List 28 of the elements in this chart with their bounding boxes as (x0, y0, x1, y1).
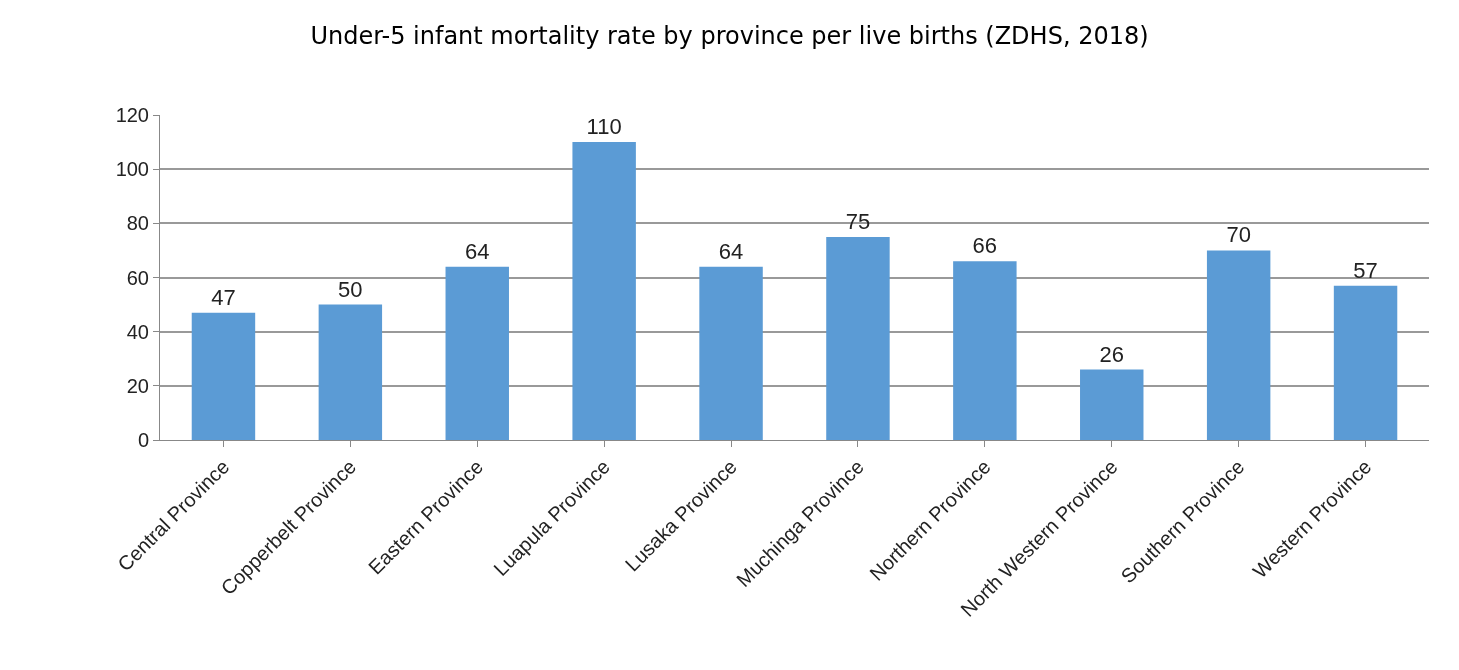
y-tick-label: 40 (126, 320, 149, 343)
y-tick-label: 100 (115, 158, 149, 181)
data-label: 26 (1099, 341, 1124, 367)
data-label: 66 (972, 233, 998, 259)
chart-title: Under-5 infant mortality rate by province per live births (ZDHS, 2018) (310, 21, 1149, 50)
data-label: 64 (465, 238, 490, 264)
bar (1080, 369, 1144, 440)
data-label: 47 (211, 284, 236, 310)
bar (826, 236, 890, 440)
data-label: 110 (586, 114, 622, 140)
bar (445, 266, 509, 440)
data-label: 57 (1353, 257, 1378, 283)
y-tick-label: 0 (137, 429, 149, 451)
data-label: 50 (338, 276, 363, 302)
y-tick-label: 20 (126, 374, 149, 397)
bar (191, 312, 256, 440)
bar (1333, 285, 1398, 440)
data-label: 75 (845, 208, 871, 234)
bar (699, 266, 763, 440)
bar (953, 261, 1017, 440)
y-tick-label: 80 (126, 212, 149, 235)
y-tick-label: 120 (115, 104, 149, 126)
bar (318, 304, 383, 440)
bar (1206, 250, 1271, 440)
data-label: 64 (718, 238, 744, 264)
y-tick-label: 60 (126, 266, 149, 289)
bar (572, 142, 636, 440)
data-label: 70 (1226, 222, 1251, 248)
